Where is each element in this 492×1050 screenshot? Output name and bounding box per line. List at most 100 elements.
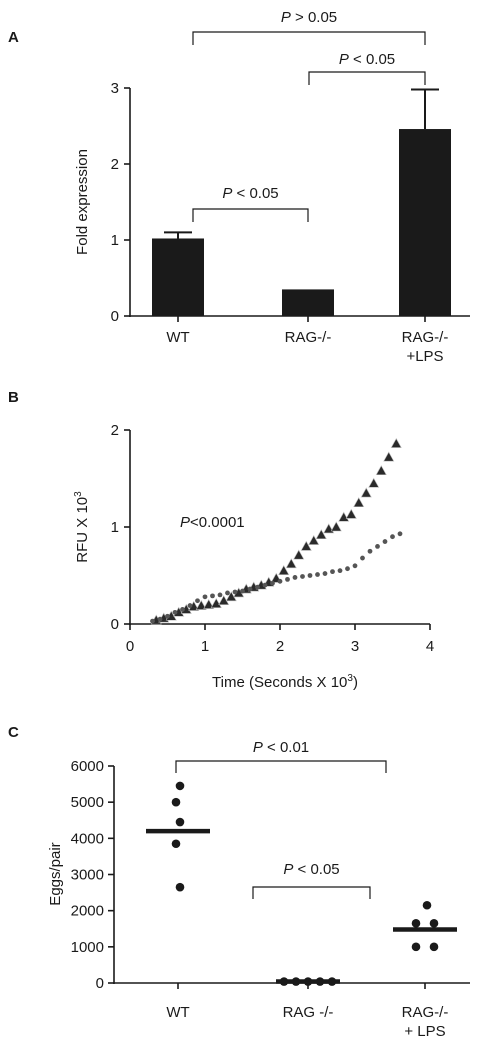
panel-b-circle-point	[322, 571, 328, 576]
panel-b-triangle-point	[225, 591, 237, 602]
panel-c-data-point	[175, 781, 185, 791]
panel-b-triangle-point	[315, 529, 327, 540]
panel-b-circle-point	[157, 616, 163, 622]
panel-b-circle-point	[307, 573, 313, 578]
panel-b-triangle-point	[360, 487, 372, 498]
panel-c-p-value: P < 0.05	[283, 861, 339, 878]
panel-b-triangle-point	[285, 558, 297, 569]
panel-c-category-label: RAG-/-	[402, 1004, 449, 1021]
panel-a-y-tick-label: 3	[111, 80, 119, 97]
panel-a-significance-bracket	[308, 71, 426, 85]
panel-b-circle-point	[240, 588, 245, 594]
panel-c-category-label: + LPS	[404, 1023, 445, 1040]
panel-b-x-tick-label: 1	[201, 638, 209, 655]
panel-c-y-tick-label: 1000	[71, 939, 104, 956]
panel-b-circle-point	[375, 544, 380, 549]
panel-letter-c: C	[8, 724, 19, 741]
panel-a-bar	[282, 289, 334, 316]
panel-b-circle-point	[367, 548, 373, 554]
panel-c-significance-bracket	[252, 886, 371, 899]
panel-b-circle-point	[165, 613, 170, 619]
panel-c-category-label: RAG -/-	[283, 1004, 334, 1021]
panel-b-circle-point	[247, 586, 253, 592]
panel-c-y-tick-label: 6000	[71, 758, 104, 775]
panel-c-data-point	[171, 839, 181, 849]
panel-b-circle-point	[225, 590, 230, 596]
panel-b-y-tick-label: 2	[111, 422, 119, 439]
panel-b-x-tick-label: 4	[426, 638, 434, 655]
panel-c-y-tick-label: 4000	[71, 830, 104, 847]
panel-b-circle-point	[262, 582, 268, 588]
panel-b-x-tick-label: 2	[276, 638, 284, 655]
panel-b-triangle-point	[308, 534, 320, 545]
panel-a-significance-bracket	[192, 208, 309, 222]
panel-a-y-axis-title: Fold expression	[74, 149, 91, 255]
panel-letter-b: B	[8, 389, 19, 406]
panel-b-circle-point	[232, 589, 238, 595]
panel-c-y-tick-label: 0	[96, 975, 104, 992]
panel-b-triangle-point	[203, 598, 215, 609]
panel-c-data-point	[175, 882, 185, 892]
panel-c-data-point	[429, 919, 439, 928]
panel-c-y-axis-title: Eggs/pair	[47, 842, 64, 905]
panel-b-circle-point	[360, 555, 365, 561]
panel-c-y-tick-label: 2000	[71, 903, 104, 920]
panel-c-data-point	[422, 900, 432, 910]
panel-a-p-value: P < 0.05	[339, 51, 395, 68]
panel-a-category-label: +LPS	[406, 348, 443, 365]
panel-b-circle-point	[150, 618, 155, 624]
panel-b-triangle-point	[368, 477, 380, 488]
panel-b-circle-point	[345, 566, 350, 572]
panel-c-y-tick-label: 5000	[71, 794, 104, 811]
panel-b-triangle-point	[218, 595, 230, 606]
panel-c-significance-bracket	[175, 760, 387, 773]
panel-c-data-point	[411, 942, 421, 952]
panel-b-p-annotation: P<0.0001	[180, 514, 245, 531]
panel-b-triangle-point	[375, 465, 387, 476]
panel-b-triangle-point	[383, 451, 395, 462]
panel-a-category-label: RAG-/-	[402, 329, 449, 346]
panel-b-y-tick-label: 1	[111, 519, 119, 536]
panel-b-triangle-point	[353, 497, 365, 508]
panel-letter-a: A	[8, 29, 19, 46]
panel-b-triangle-point	[195, 599, 207, 610]
panel-a-bar	[399, 129, 451, 316]
panel-b-triangle-point	[210, 598, 222, 608]
panel-a-category-label: WT	[166, 329, 189, 346]
panel-a-significance-bracket	[192, 31, 426, 45]
panel-b-circle-point	[217, 592, 223, 598]
panel-b-circle-point	[390, 534, 395, 540]
panel-c-data-point	[411, 919, 421, 928]
panel-a-category-label: RAG-/-	[285, 329, 332, 346]
panel-a-y-tick-label: 0	[111, 308, 119, 325]
panel-a-p-value: P > 0.05	[281, 9, 337, 26]
panel-b-y-tick-label: 0	[111, 616, 119, 633]
panel-b-x-tick-label: 3	[351, 638, 359, 655]
panel-c-y-tick-label: 3000	[71, 867, 104, 884]
panel-b-triangle-point	[338, 511, 350, 522]
panel-b-circle-point	[352, 563, 358, 569]
panel-a-y-tick-label: 2	[111, 156, 119, 173]
panel-b-circle-point	[300, 574, 305, 579]
panel-b-circle-point	[397, 531, 403, 537]
panel-b-circle-point	[180, 607, 185, 612]
panel-b-circle-point	[330, 569, 335, 575]
panel-b-triangle-point	[323, 523, 335, 534]
chart-marks: 0 1 2 3 WT RAG-/- RAG-/- +LPS P < 0.05 P < 0.05 P …	[71, 9, 470, 1040]
panel-b-circle-point	[315, 572, 320, 577]
panel-b-triangle-point	[390, 437, 402, 448]
panel-b-circle-point	[172, 609, 178, 615]
panel-c-data-point	[171, 797, 181, 807]
panel-c-data-point	[429, 942, 439, 952]
panel-b-circle-point	[195, 598, 200, 604]
panel-b-triangle-point	[293, 549, 305, 560]
panel-c-p-value: P < 0.01	[253, 739, 309, 756]
panel-b-circle-point	[187, 603, 193, 608]
panel-a-p-value: P < 0.05	[222, 185, 278, 202]
panel-b-circle-point	[270, 580, 275, 586]
panel-b-circle-point	[202, 594, 208, 600]
panel-b-triangle-point	[345, 508, 357, 519]
panel-a-y-tick-label: 1	[111, 232, 119, 249]
panel-b-circle-point	[277, 578, 283, 584]
